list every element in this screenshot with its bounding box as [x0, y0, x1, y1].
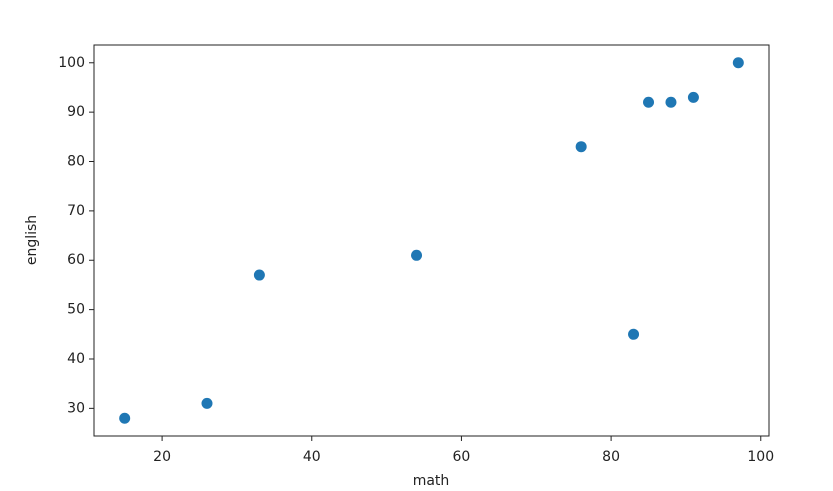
y-tick-label: 50 [67, 302, 85, 318]
y-tick-label: 70 [67, 203, 85, 219]
x-tick-label: 40 [303, 449, 321, 465]
x-tick-label: 20 [153, 449, 171, 465]
scatter-point [575, 141, 587, 153]
scatter-point [665, 96, 677, 108]
x-axis-label: math [413, 473, 450, 489]
scatter-point [201, 397, 213, 409]
scatter-point [119, 412, 131, 424]
y-tick-label: 80 [67, 154, 85, 170]
scatter-point [643, 96, 655, 108]
y-tick-label: 90 [67, 104, 85, 120]
plot-frame [93, 44, 770, 437]
scatter-point [411, 249, 423, 261]
y-axis-label: english [24, 215, 40, 265]
scatter-point [253, 269, 265, 281]
y-tick-label: 100 [58, 55, 85, 71]
scatter-point [732, 57, 744, 69]
x-tick-label: 80 [602, 449, 620, 465]
x-tick-label: 100 [747, 449, 774, 465]
x-tick-label: 60 [453, 449, 471, 465]
y-tick-label: 40 [67, 351, 85, 367]
scatter-point [628, 328, 640, 340]
y-tick-label: 30 [67, 400, 85, 416]
scatter-point [687, 91, 699, 103]
y-tick-label: 60 [67, 252, 85, 268]
